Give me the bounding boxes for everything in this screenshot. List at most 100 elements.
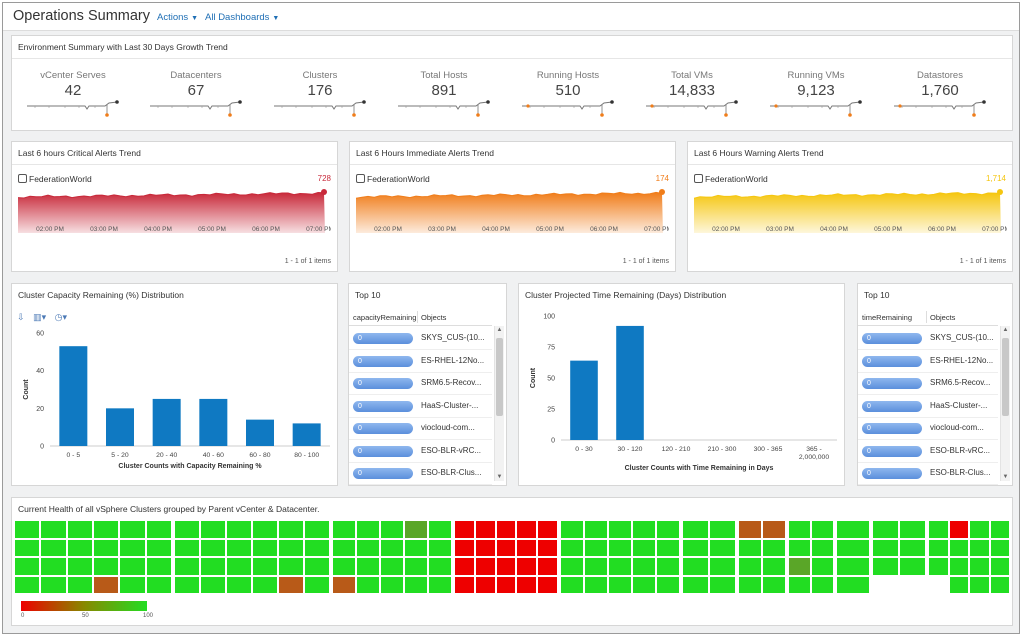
- table-row[interactable]: 0 viocloud-com...: [349, 418, 492, 440]
- table-row[interactable]: 0 SKYS_CUS-(10...: [858, 328, 998, 350]
- cluster-health-cell[interactable]: [94, 539, 119, 556]
- cluster-health-cell[interactable]: [253, 558, 277, 575]
- cluster-health-cell[interactable]: [146, 558, 171, 575]
- cluster-health-cell[interactable]: [739, 558, 761, 575]
- cluster-health-cell[interactable]: [253, 576, 277, 593]
- cluster-health-cell[interactable]: [429, 558, 451, 575]
- object-name[interactable]: ESO-BLR-vRC...: [930, 445, 991, 455]
- cluster-health-cell[interactable]: [429, 539, 451, 556]
- object-name[interactable]: ESO-BLR-vRC...: [421, 445, 482, 455]
- column-header[interactable]: capacityRemaining: [353, 313, 417, 322]
- cluster-health-cell[interactable]: [67, 576, 92, 593]
- cluster-health-cell[interactable]: [279, 576, 303, 593]
- table-row[interactable]: 0 ES-RHEL-12No...: [349, 351, 492, 373]
- vertical-scrollbar[interactable]: ▲ ▼: [494, 326, 504, 481]
- cluster-health-cell[interactable]: [146, 521, 171, 538]
- cluster-health-cell[interactable]: [201, 576, 225, 593]
- object-name[interactable]: FederationWorld: [367, 174, 430, 184]
- cluster-health-cell[interactable]: [41, 558, 66, 575]
- table-row[interactable]: 0 ESO-BLR-Clus...: [349, 463, 492, 485]
- cluster-health-cell[interactable]: [538, 539, 557, 556]
- cluster-health-cell[interactable]: [990, 521, 1009, 538]
- cluster-health-cell[interactable]: [837, 558, 869, 575]
- cluster-health-cell[interactable]: [517, 576, 537, 593]
- cluster-health-cell[interactable]: [201, 521, 225, 538]
- cluster-health-cell[interactable]: [405, 576, 427, 593]
- cluster-health-cell[interactable]: [538, 558, 557, 575]
- object-name[interactable]: SRM6.5-Recov...: [930, 378, 991, 387]
- cluster-health-cell[interactable]: [538, 521, 557, 538]
- scroll-thumb[interactable]: [1002, 338, 1009, 416]
- cluster-health-cell[interactable]: [789, 558, 810, 575]
- cluster-health-cell[interactable]: [710, 576, 735, 593]
- cluster-health-cell[interactable]: [227, 576, 251, 593]
- cluster-health-cell[interactable]: [15, 558, 40, 575]
- object-name[interactable]: viocloud-com...: [930, 423, 984, 432]
- cluster-health-cell[interactable]: [900, 558, 925, 575]
- cluster-health-cell[interactable]: [120, 521, 145, 538]
- cluster-health-cell[interactable]: [405, 521, 427, 538]
- cluster-health-cell[interactable]: [279, 558, 303, 575]
- cluster-health-cell[interactable]: [94, 521, 119, 538]
- cluster-health-cell[interactable]: [333, 521, 355, 538]
- cluster-health-cell[interactable]: [455, 558, 474, 575]
- cluster-health-cell[interactable]: [585, 558, 607, 575]
- cluster-health-cell[interactable]: [94, 576, 119, 593]
- cluster-health-cell[interactable]: [970, 558, 989, 575]
- cluster-health-cell[interactable]: [538, 576, 557, 593]
- object-name[interactable]: SRM6.5-Recov...: [421, 378, 482, 387]
- object-name[interactable]: SKYS_CUS-(10...: [930, 333, 994, 342]
- cluster-health-cell[interactable]: [739, 539, 761, 556]
- cluster-health-cell[interactable]: [949, 521, 968, 538]
- cluster-health-cell[interactable]: [94, 558, 119, 575]
- cluster-health-cell[interactable]: [633, 521, 655, 538]
- cluster-health-cell[interactable]: [357, 539, 379, 556]
- cluster-health-cell[interactable]: [633, 576, 655, 593]
- table-row[interactable]: 0 HaaS-Cluster-...: [349, 396, 492, 418]
- cluster-health-cell[interactable]: [900, 539, 925, 556]
- cluster-health-cell[interactable]: [496, 558, 516, 575]
- cluster-health-cell[interactable]: [739, 521, 761, 538]
- cluster-health-cell[interactable]: [475, 558, 495, 575]
- cluster-health-cell[interactable]: [789, 539, 810, 556]
- cluster-health-cell[interactable]: [789, 521, 810, 538]
- cluster-health-cell[interactable]: [710, 521, 735, 538]
- cluster-health-cell[interactable]: [561, 576, 583, 593]
- cluster-health-cell[interactable]: [585, 576, 607, 593]
- cluster-health-cell[interactable]: [305, 521, 329, 538]
- object-name[interactable]: FederationWorld: [29, 174, 92, 184]
- cluster-health-cell[interactable]: [683, 558, 708, 575]
- cluster-health-cell[interactable]: [253, 521, 277, 538]
- cluster-health-cell[interactable]: [279, 539, 303, 556]
- cluster-health-cell[interactable]: [455, 521, 474, 538]
- cluster-health-cell[interactable]: [812, 576, 833, 593]
- cluster-health-cell[interactable]: [120, 558, 145, 575]
- table-row[interactable]: 0 ES-RHEL-12No...: [858, 351, 998, 373]
- cluster-health-cell[interactable]: [609, 558, 631, 575]
- cluster-health-cell[interactable]: [657, 539, 679, 556]
- cluster-health-cell[interactable]: [812, 521, 833, 538]
- cluster-health-cell[interactable]: [683, 521, 708, 538]
- cluster-health-cell[interactable]: [683, 539, 708, 556]
- cluster-health-cell[interactable]: [561, 558, 583, 575]
- column-header[interactable]: timeRemaining: [862, 313, 913, 322]
- cluster-health-cell[interactable]: [201, 539, 225, 556]
- cluster-health-cell[interactable]: [253, 539, 277, 556]
- cluster-health-cell[interactable]: [429, 576, 451, 593]
- cluster-health-cell[interactable]: [970, 521, 989, 538]
- cluster-health-cell[interactable]: [475, 539, 495, 556]
- table-row[interactable]: 0 viocloud-com...: [858, 418, 998, 440]
- cluster-health-cell[interactable]: [41, 539, 66, 556]
- cluster-health-cell[interactable]: [633, 558, 655, 575]
- object-name[interactable]: HaaS-Cluster-...: [421, 400, 479, 410]
- cluster-health-cell[interactable]: [227, 558, 251, 575]
- cluster-health-cell[interactable]: [67, 539, 92, 556]
- vertical-scrollbar[interactable]: ▲ ▼: [1000, 326, 1010, 481]
- cluster-health-cell[interactable]: [683, 576, 708, 593]
- cluster-health-cell[interactable]: [357, 576, 379, 593]
- cluster-health-cell[interactable]: [873, 539, 898, 556]
- object-name[interactable]: HaaS-Cluster-...: [930, 400, 988, 410]
- cluster-health-cell[interactable]: [873, 558, 898, 575]
- cluster-health-cell[interactable]: [175, 558, 199, 575]
- cluster-health-cell[interactable]: [561, 539, 583, 556]
